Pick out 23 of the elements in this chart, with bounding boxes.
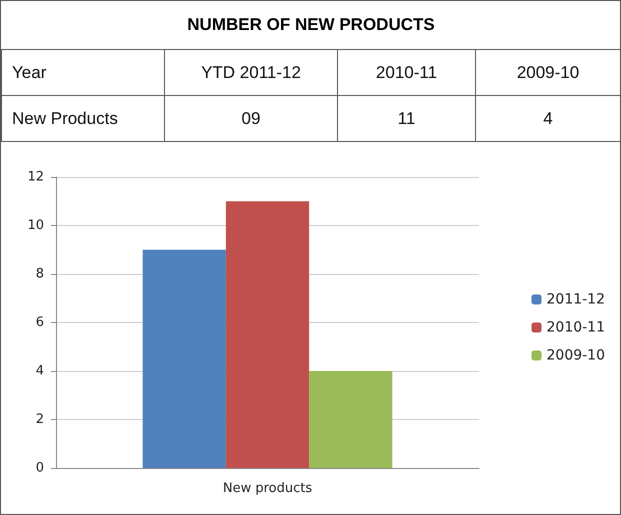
text: 4	[476, 96, 621, 142]
bar	[309, 371, 392, 468]
y-tick-label: 8	[36, 266, 44, 282]
y-tick-label: 10	[27, 218, 44, 233]
y-tick-label: 0	[36, 460, 44, 476]
x-tick-label: New products	[222, 481, 312, 496]
legend-label: 2011-12	[546, 292, 606, 308]
y-tick-label: 2	[36, 412, 44, 427]
bar	[226, 201, 310, 468]
legend-label: 2009-10	[546, 348, 606, 364]
text: 2009-10	[476, 50, 621, 96]
y-tick-label: 6	[36, 315, 44, 330]
text: New Products	[2, 96, 164, 142]
chart-title: NUMBER OF NEW PRODUCTS	[2, 1, 621, 50]
text: Year	[2, 50, 164, 96]
text: 09	[164, 96, 338, 142]
legend-label: 2010-11	[546, 320, 606, 336]
text: 11	[338, 96, 476, 142]
text: YTD 2011-12	[164, 50, 338, 96]
bar	[142, 250, 226, 468]
y-tick-label: 12	[27, 170, 44, 184]
y-tick-label: 4	[36, 364, 44, 378]
text: 2010-11	[338, 50, 476, 96]
